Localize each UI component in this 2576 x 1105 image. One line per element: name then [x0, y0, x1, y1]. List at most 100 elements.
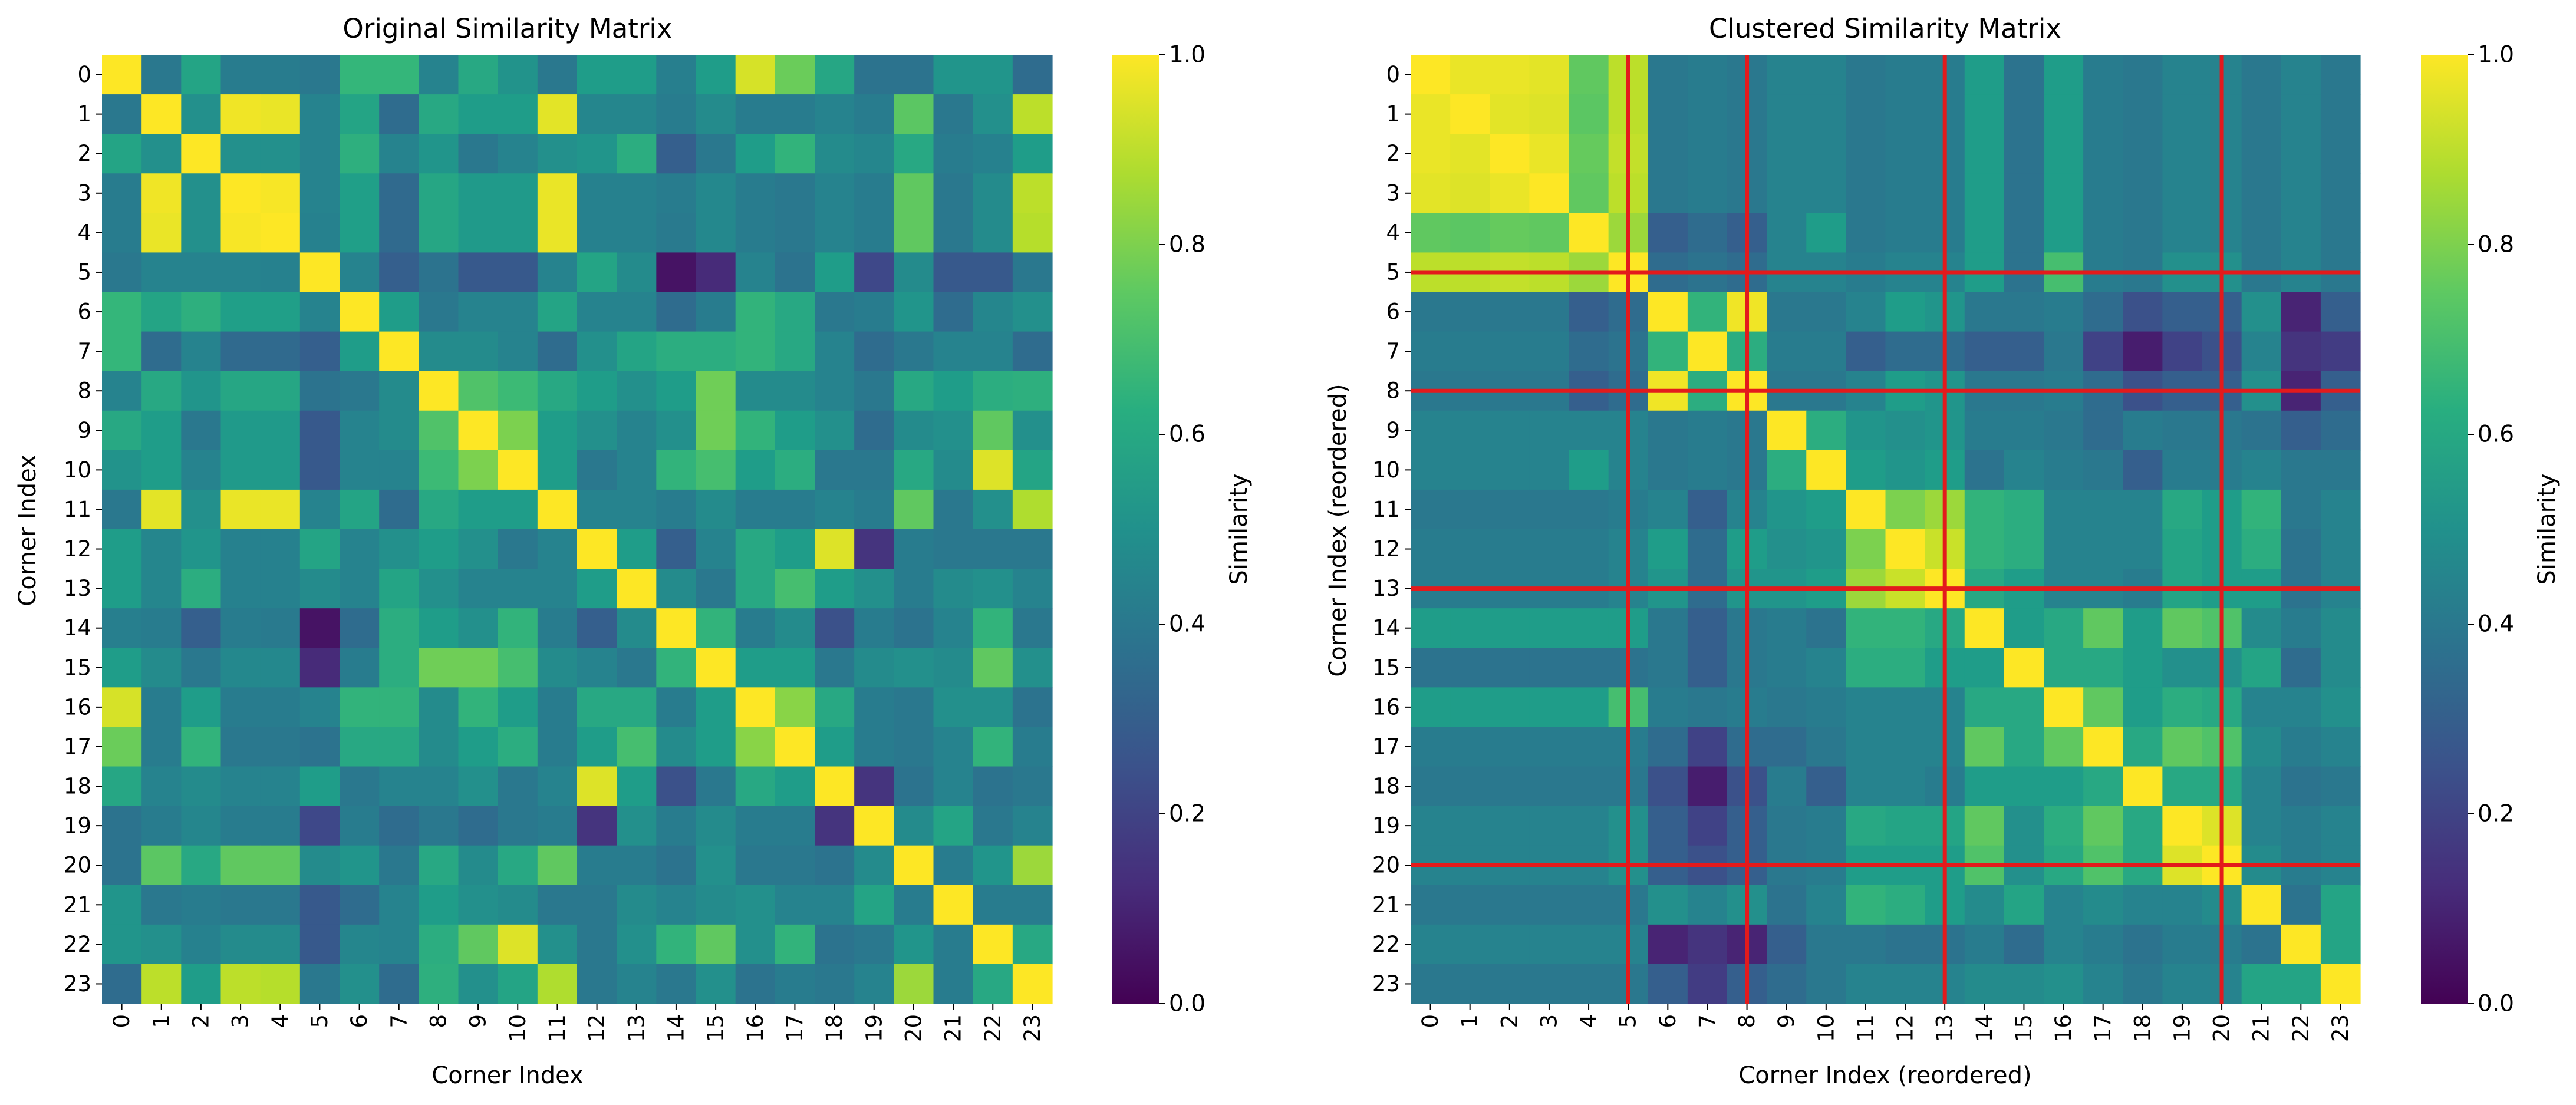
heatmap-cell — [1648, 410, 1688, 451]
heatmap-cell — [577, 806, 617, 846]
heatmap-cell — [696, 331, 736, 372]
heatmap-cell — [735, 727, 776, 767]
heatmap-cell — [1885, 648, 1926, 688]
heatmap-cell — [2320, 608, 2361, 648]
heatmap-cell — [537, 648, 578, 688]
heatmap-cell — [379, 331, 419, 372]
heatmap-cell — [2044, 648, 2084, 688]
heatmap-cell — [973, 648, 1013, 688]
heatmap-cell — [1450, 173, 1490, 213]
heatmap-cell — [815, 648, 855, 688]
heatmap-cell — [2044, 450, 2084, 490]
x-tick-label: 21 — [2249, 1014, 2274, 1042]
heatmap-cell — [299, 331, 340, 372]
heatmap-cell — [379, 213, 419, 253]
heatmap-cell — [2004, 648, 2044, 688]
heatmap-cell — [1569, 331, 1609, 372]
heatmap-cell — [379, 885, 419, 925]
heatmap-cell — [815, 687, 855, 728]
heatmap-cell — [419, 213, 459, 253]
heatmap-cell — [577, 331, 617, 372]
x-tick-label: 4 — [1576, 1014, 1602, 1028]
heatmap-cell — [419, 529, 459, 569]
heatmap-cell — [181, 569, 222, 609]
heatmap-cell — [1648, 331, 1688, 372]
heatmap-cell — [1964, 410, 2005, 451]
x-tick-label: 22 — [980, 1014, 1006, 1042]
heatmap-cell — [1806, 94, 1846, 134]
heatmap-cell — [220, 924, 261, 965]
heatmap-cell — [340, 331, 380, 372]
heatmap-cell — [1648, 608, 1688, 648]
heatmap-cell — [815, 94, 855, 134]
heatmap-cell — [1767, 727, 1807, 767]
heatmap-cell — [854, 410, 894, 451]
heatmap-cell — [1529, 410, 1570, 451]
heatmap-cell — [973, 450, 1013, 490]
colorbar-label: Similarity — [1226, 473, 1253, 585]
heatmap-cell — [1767, 885, 1807, 925]
heatmap-cell — [458, 924, 499, 965]
heatmap-cell — [2281, 608, 2321, 648]
heatmap-cell — [735, 766, 776, 807]
heatmap-cell — [1964, 94, 2005, 134]
heatmap-cell — [2044, 727, 2084, 767]
heatmap-cell — [577, 213, 617, 253]
heatmap-cell — [2320, 687, 2361, 728]
heatmap-cell — [854, 845, 894, 886]
heatmap-cell — [894, 687, 934, 728]
x-tick-label: 10 — [1813, 1014, 1839, 1042]
heatmap-cell — [1846, 213, 1886, 253]
heatmap-cell — [2004, 608, 2044, 648]
x-tick-label: 21 — [941, 1014, 966, 1042]
heatmap-cell — [220, 55, 261, 95]
heatmap-cell — [458, 885, 499, 925]
heatmap-cell — [537, 806, 578, 846]
heatmap-cell — [1767, 94, 1807, 134]
heatmap-cell — [220, 648, 261, 688]
y-tick-label: 21 — [64, 892, 91, 918]
x-tick-label: 11 — [545, 1014, 570, 1042]
heatmap-cell — [1450, 687, 1490, 728]
heatmap-cell — [1012, 727, 1053, 767]
heatmap-cell — [181, 648, 222, 688]
heatmap-cell — [2281, 134, 2321, 174]
heatmap-cell — [299, 55, 340, 95]
heatmap-cell — [102, 55, 142, 95]
heatmap-cell — [696, 569, 736, 609]
heatmap-cell — [894, 489, 934, 530]
heatmap-cell — [498, 489, 538, 530]
heatmap-cell — [1012, 964, 1053, 1004]
heatmap-cell — [617, 766, 657, 807]
heatmap-cell — [102, 213, 142, 253]
heatmap-cell — [1411, 410, 1451, 451]
heatmap-cell — [299, 173, 340, 213]
heatmap-cell — [1885, 924, 1926, 965]
heatmap-cell — [1885, 529, 1926, 569]
heatmap-cell — [2004, 410, 2044, 451]
heatmap-cell — [973, 569, 1013, 609]
heatmap-cell — [775, 213, 815, 253]
heatmap-cell — [2281, 727, 2321, 767]
heatmap-cell — [379, 964, 419, 1004]
heatmap-cell — [340, 885, 380, 925]
heatmap-cell — [973, 924, 1013, 965]
x-tick-label: 19 — [2169, 1014, 2195, 1042]
heatmap-cell — [2241, 410, 2282, 451]
heatmap-cell — [735, 529, 776, 569]
heatmap-cell — [775, 94, 815, 134]
heatmap-cell — [1885, 489, 1926, 530]
heatmap-cell — [299, 924, 340, 965]
heatmap-cell — [2320, 331, 2361, 372]
heatmap-cell — [220, 569, 261, 609]
heatmap-cell — [1529, 727, 1570, 767]
heatmap-cell — [1012, 806, 1053, 846]
heatmap-cell — [102, 608, 142, 648]
heatmap-cell — [1687, 727, 1728, 767]
heatmap-cell — [2281, 489, 2321, 530]
heatmap-cell — [1767, 331, 1807, 372]
heatmap-cell — [854, 173, 894, 213]
heatmap-cell — [1569, 648, 1609, 688]
heatmap-cell — [458, 806, 499, 846]
heatmap-cell — [498, 94, 538, 134]
